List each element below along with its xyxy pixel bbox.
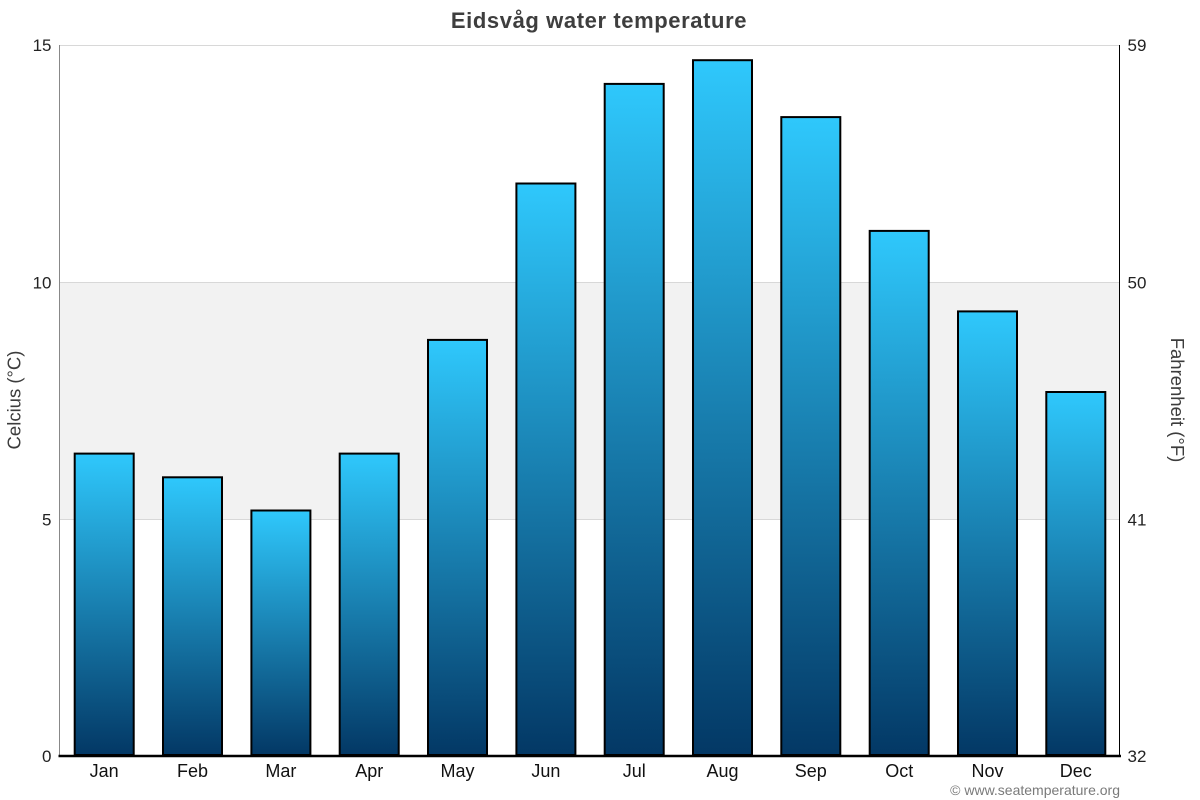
svg-text:Oct: Oct [885,761,913,781]
svg-text:50: 50 [1128,274,1147,293]
svg-text:15: 15 [33,36,52,55]
svg-text:May: May [440,761,474,781]
svg-text:Jul: Jul [623,761,646,781]
svg-text:5: 5 [42,510,51,529]
svg-text:Apr: Apr [355,761,383,781]
svg-text:0: 0 [42,747,51,766]
svg-text:Mar: Mar [265,761,296,781]
svg-text:Nov: Nov [971,761,1003,781]
svg-text:Jan: Jan [90,761,119,781]
svg-text:10: 10 [33,274,52,293]
svg-text:41: 41 [1128,510,1147,529]
svg-text:Sep: Sep [795,761,827,781]
svg-text:59: 59 [1128,36,1147,55]
svg-text:32: 32 [1128,747,1147,766]
svg-text:Eidsvåg water temperature: Eidsvåg water temperature [451,8,747,33]
svg-text:© www.seatemperature.org: © www.seatemperature.org [950,782,1120,798]
svg-text:Dec: Dec [1060,761,1092,781]
svg-text:Fahrenheit (°F): Fahrenheit (°F) [1167,338,1188,463]
svg-text:Jun: Jun [531,761,560,781]
svg-text:Feb: Feb [177,761,208,781]
svg-text:Aug: Aug [706,761,738,781]
svg-text:Celcius (°C): Celcius (°C) [4,351,25,450]
